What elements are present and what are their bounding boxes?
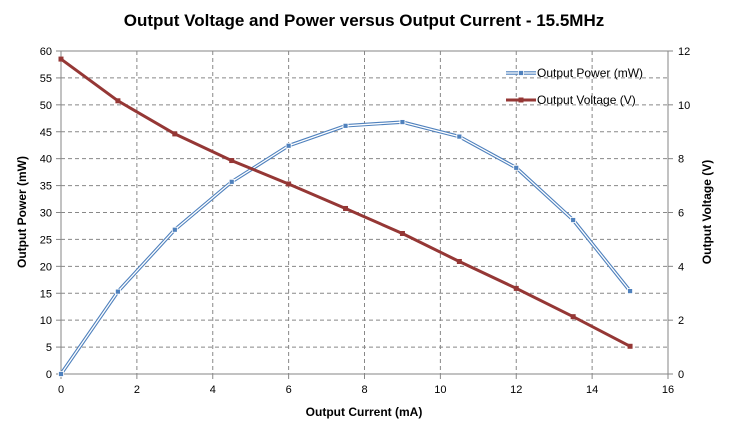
x-tick-label: 10	[434, 384, 446, 396]
series	[58, 56, 633, 377]
y-left-tick-label: 45	[40, 127, 52, 139]
chart-title: Output Voltage and Power versus Output C…	[124, 11, 604, 30]
y-left-axis-title: Output Power (mW)	[15, 156, 29, 268]
y-left-tick-label: 55	[40, 73, 52, 85]
data-point	[228, 178, 235, 185]
legend-marker	[518, 97, 524, 103]
data-point	[342, 122, 349, 129]
data-point	[286, 181, 292, 187]
legend-label: Output Voltage (V)	[537, 93, 636, 107]
data-point	[171, 226, 178, 233]
y-right-tick-label: 4	[678, 261, 684, 273]
data-point	[570, 217, 577, 223]
y-left-tick-label: 60	[40, 46, 52, 58]
y-left-tick-label: 0	[46, 369, 52, 381]
data-point	[229, 158, 235, 164]
y-left-tick-label: 10	[40, 315, 52, 327]
y-left-tick-label: 50	[40, 100, 52, 112]
x-tick-label: 4	[210, 384, 216, 396]
data-point	[456, 258, 462, 264]
y-right-tick-label: 10	[678, 100, 690, 112]
data-point	[115, 288, 121, 295]
series-line-outer	[59, 120, 632, 375]
y-right-tick-label: 8	[678, 154, 684, 166]
data-point	[343, 205, 349, 211]
y-left-tick-label: 40	[40, 154, 52, 166]
y-right-tick-label: 2	[678, 315, 684, 327]
y-right-axis-title: Output Voltage (V)	[700, 160, 714, 264]
x-tick-label: 8	[361, 384, 367, 396]
x-tick-label: 12	[510, 384, 522, 396]
data-point	[627, 288, 633, 294]
legend-label: Output Power (mW)	[537, 66, 643, 80]
data-point	[58, 371, 64, 377]
data-point	[172, 131, 178, 137]
data-point	[513, 285, 519, 291]
data-point	[399, 119, 406, 125]
x-tick-label: 6	[286, 384, 292, 396]
grid	[61, 51, 668, 374]
data-point	[627, 343, 633, 349]
series-output-voltage	[58, 56, 633, 349]
y-left-tick-label: 5	[46, 342, 52, 354]
series-line-inner	[60, 121, 631, 375]
legend: Output Power (mW) Output Voltage (V)	[506, 66, 643, 107]
axes	[56, 50, 673, 379]
y-left-tick-label: 20	[40, 261, 52, 273]
x-tick-label: 0	[58, 384, 64, 396]
data-point	[399, 230, 405, 236]
data-point	[285, 142, 292, 149]
y-left-tick-label: 15	[40, 288, 52, 300]
x-axis-title: Output Current (mA)	[306, 405, 423, 419]
y-right-tick-label: 0	[678, 369, 684, 381]
x-tick-label: 2	[134, 384, 140, 396]
legend-item-output-voltage: Output Voltage (V)	[506, 93, 636, 107]
y-right-tick-label: 12	[678, 46, 690, 58]
series-output-power	[58, 119, 633, 377]
data-point	[456, 133, 463, 140]
x-tick-label: 16	[662, 384, 674, 396]
data-point	[115, 98, 121, 104]
y-left-tick-label: 35	[40, 181, 52, 193]
tick-labels: 0 2 4 6 8 10 12 14 16 0 5 10 15 20 25 30 35 40 45 50 55 60 0 2 4…	[40, 46, 691, 396]
x-tick-label: 14	[586, 384, 598, 396]
data-point	[513, 164, 520, 171]
legend-item-output-power: Output Power (mW)	[506, 66, 643, 80]
y-left-tick-label: 25	[40, 234, 52, 246]
legend-marker	[518, 70, 524, 76]
y-left-tick-label: 30	[40, 208, 52, 220]
y-right-tick-label: 6	[678, 208, 684, 220]
data-point	[58, 56, 64, 62]
data-point	[570, 314, 576, 320]
